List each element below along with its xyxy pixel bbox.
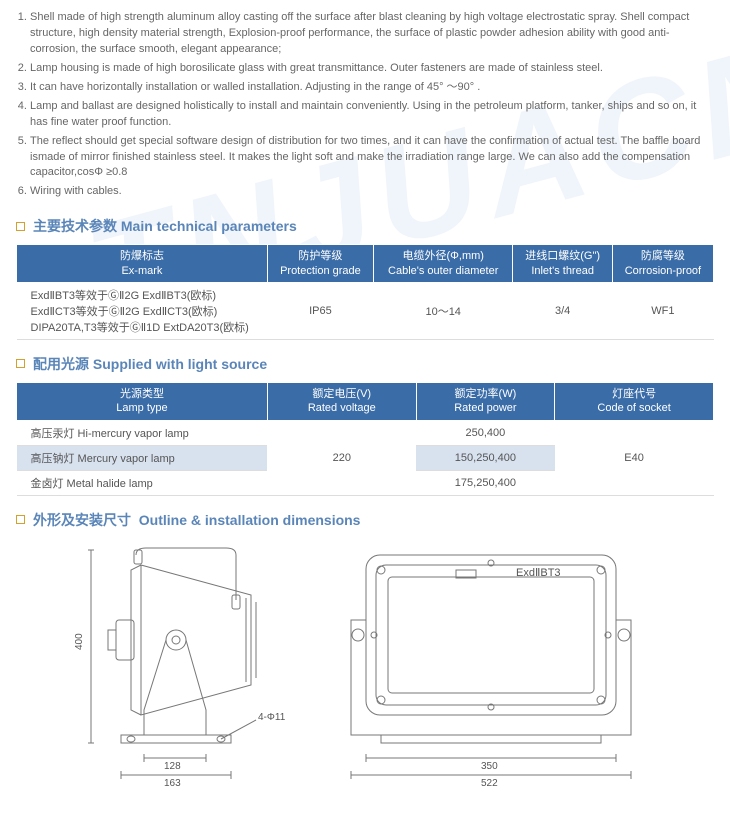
section-cn: 主要技术参数 — [33, 218, 117, 234]
td-lamptype: 金卤灯 Metal halide lamp — [17, 470, 268, 495]
diagram-side: 400 4-Φ11 128 163 — [46, 540, 296, 795]
marker-icon — [16, 222, 25, 231]
marker-icon — [16, 515, 25, 524]
th-power: 额定功率(W)Rated power — [416, 382, 555, 420]
th-cable: 电缆外径(Φ,mm)Cable's outer diameter — [373, 245, 513, 283]
td-socket: E40 — [555, 420, 714, 495]
td-power: 250,400 — [416, 420, 555, 445]
td-power: 150,250,400 — [416, 445, 555, 470]
td-lamptype: 高压汞灯 Hi-mercury vapor lamp — [17, 420, 268, 445]
section-title: 外形及安装尺寸 Outline & installation dimension… — [33, 510, 360, 530]
th-inlet: 进线口螺纹(G")Inlet's thread — [513, 245, 612, 283]
th-corrosion: 防腐等级Corrosion-proof — [612, 245, 713, 283]
params-table: 防爆标志Ex-mark 防护等级Protection grade 电缆外径(Φ,… — [16, 244, 714, 340]
table-row: 高压汞灯 Hi-mercury vapor lamp 220 250,400 E… — [17, 420, 714, 445]
desc-item: Wiring with cables. — [30, 184, 714, 200]
section-title: 配用光源 Supplied with light source — [33, 354, 267, 374]
marker-icon — [16, 359, 25, 368]
td-cable: 10～14 — [373, 282, 513, 339]
th-voltage: 额定电压(V)Rated voltage — [267, 382, 416, 420]
desc-item: It can have horizontally installation or… — [30, 80, 714, 96]
svg-text:522: 522 — [481, 778, 498, 789]
desc-item: Lamp housing is made of high borosilicat… — [30, 61, 714, 77]
th-exmark: 防爆标志Ex-mark — [17, 245, 268, 283]
th-protection: 防护等级Protection grade — [267, 245, 373, 283]
section-cn: 配用光源 — [33, 356, 89, 372]
svg-text:350: 350 — [481, 761, 498, 772]
svg-text:ExdⅡBT3: ExdⅡBT3 — [516, 567, 561, 579]
section-en: Main technical parameters — [121, 218, 297, 234]
svg-text:128: 128 — [164, 761, 181, 772]
section-header-params: 主要技术参数 Main technical parameters — [16, 216, 714, 236]
td-inlet: 3/4 — [513, 282, 612, 339]
diagrams-container: 400 4-Φ11 128 163 — [16, 540, 714, 795]
th-socket: 灯座代号Code of socket — [555, 382, 714, 420]
description-list: Shell made of high strength aluminum all… — [16, 10, 714, 200]
diagram-front: ExdⅡBT3 350 522 — [326, 540, 656, 795]
svg-text:400: 400 — [74, 632, 85, 649]
section-en: Supplied with light source — [93, 356, 267, 372]
section-en: Outline & installation dimensions — [139, 512, 361, 528]
svg-text:4-Φ11: 4-Φ11 — [258, 712, 286, 723]
light-table: 光源类型Lamp type 额定电压(V)Rated voltage 额定功率(… — [16, 382, 714, 496]
desc-item: Shell made of high strength aluminum all… — [30, 10, 714, 58]
td-exmark: ExdⅡBT3等效于ⒼⅡ2G ExdⅡBT3(欧标) ExdⅡCT3等效于ⒼⅡ2… — [17, 282, 268, 339]
td-corrosion: WF1 — [612, 282, 713, 339]
td-voltage: 220 — [267, 420, 416, 495]
desc-item: Lamp and ballast are designed holistical… — [30, 99, 714, 131]
table-row: ExdⅡBT3等效于ⒼⅡ2G ExdⅡBT3(欧标) ExdⅡCT3等效于ⒼⅡ2… — [17, 282, 714, 339]
td-lamptype: 高压钠灯 Mercury vapor lamp — [17, 445, 268, 470]
section-header-light: 配用光源 Supplied with light source — [16, 354, 714, 374]
svg-text:163: 163 — [164, 778, 181, 789]
section-title: 主要技术参数 Main technical parameters — [33, 216, 297, 236]
td-protection: IP65 — [267, 282, 373, 339]
section-header-outline: 外形及安装尺寸 Outline & installation dimension… — [16, 510, 714, 530]
td-power: 175,250,400 — [416, 470, 555, 495]
th-lamptype: 光源类型Lamp type — [17, 382, 268, 420]
page-content: Shell made of high strength aluminum all… — [0, 0, 730, 805]
desc-item: The reflect should get special software … — [30, 134, 714, 182]
section-cn: 外形及安装尺寸 — [33, 512, 131, 528]
